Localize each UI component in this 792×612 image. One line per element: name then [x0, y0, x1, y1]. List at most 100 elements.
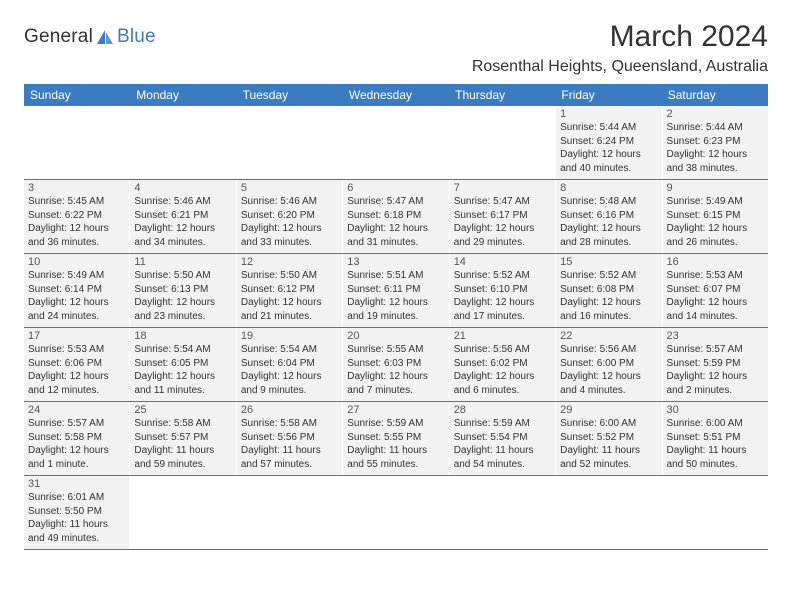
- sunset-text: Sunset: 5:56 PM: [241, 431, 338, 445]
- daylight-text: Daylight: 12 hours and 40 minutes.: [560, 148, 657, 175]
- sunrise-text: Sunrise: 5:58 AM: [241, 417, 338, 431]
- calendar-day: 6Sunrise: 5:47 AMSunset: 6:18 PMDaylight…: [343, 180, 449, 253]
- daylight-text: Daylight: 12 hours and 12 minutes.: [28, 370, 125, 397]
- daylight-text: Daylight: 12 hours and 29 minutes.: [454, 222, 551, 249]
- day-number: 6: [347, 182, 444, 194]
- day-number: 1: [560, 108, 657, 120]
- daylight-text: Daylight: 12 hours and 7 minutes.: [347, 370, 444, 397]
- sunset-text: Sunset: 6:02 PM: [454, 357, 551, 371]
- daylight-text: Daylight: 11 hours and 52 minutes.: [560, 444, 657, 471]
- sunrise-text: Sunrise: 5:46 AM: [134, 195, 231, 209]
- day-number: 10: [28, 256, 125, 268]
- weekday-label: Wednesday: [343, 84, 449, 106]
- calendar-day: 19Sunrise: 5:54 AMSunset: 6:04 PMDayligh…: [237, 328, 343, 401]
- sunset-text: Sunset: 6:21 PM: [134, 209, 231, 223]
- sunrise-text: Sunrise: 5:59 AM: [347, 417, 444, 431]
- sunset-text: Sunset: 6:00 PM: [560, 357, 657, 371]
- day-number: 3: [28, 182, 125, 194]
- day-number: 14: [454, 256, 551, 268]
- sunrise-text: Sunrise: 5:47 AM: [454, 195, 551, 209]
- daylight-text: Daylight: 12 hours and 26 minutes.: [667, 222, 764, 249]
- sunset-text: Sunset: 5:59 PM: [667, 357, 764, 371]
- daylight-text: Daylight: 12 hours and 2 minutes.: [667, 370, 764, 397]
- sunset-text: Sunset: 5:51 PM: [667, 431, 764, 445]
- calendar-day: 14Sunrise: 5:52 AMSunset: 6:10 PMDayligh…: [450, 254, 556, 327]
- sunrise-text: Sunrise: 5:44 AM: [667, 121, 764, 135]
- daylight-text: Daylight: 12 hours and 23 minutes.: [134, 296, 231, 323]
- sunset-text: Sunset: 6:07 PM: [667, 283, 764, 297]
- sunset-text: Sunset: 5:58 PM: [28, 431, 125, 445]
- calendar-day: [237, 476, 343, 549]
- sunset-text: Sunset: 6:23 PM: [667, 135, 764, 149]
- calendar-day: [237, 106, 343, 179]
- daylight-text: Daylight: 12 hours and 24 minutes.: [28, 296, 125, 323]
- sunset-text: Sunset: 6:14 PM: [28, 283, 125, 297]
- day-number: 19: [241, 330, 338, 342]
- calendar-day: [24, 106, 130, 179]
- sunrise-text: Sunrise: 6:00 AM: [560, 417, 657, 431]
- daylight-text: Daylight: 12 hours and 1 minute.: [28, 444, 125, 471]
- daylight-text: Daylight: 12 hours and 6 minutes.: [454, 370, 551, 397]
- logo-text-blue: Blue: [117, 26, 156, 48]
- calendar-week: 17Sunrise: 5:53 AMSunset: 6:06 PMDayligh…: [24, 328, 768, 402]
- sunrise-text: Sunrise: 5:56 AM: [560, 343, 657, 357]
- day-number: 31: [28, 478, 125, 490]
- calendar-week: 24Sunrise: 5:57 AMSunset: 5:58 PMDayligh…: [24, 402, 768, 476]
- calendar-day: 25Sunrise: 5:58 AMSunset: 5:57 PMDayligh…: [130, 402, 236, 475]
- weekday-label: Friday: [555, 84, 661, 106]
- calendar-day: 17Sunrise: 5:53 AMSunset: 6:06 PMDayligh…: [24, 328, 130, 401]
- sunset-text: Sunset: 6:20 PM: [241, 209, 338, 223]
- weekday-label: Saturday: [662, 84, 768, 106]
- sunset-text: Sunset: 6:15 PM: [667, 209, 764, 223]
- day-number: 11: [134, 256, 231, 268]
- sunset-text: Sunset: 6:04 PM: [241, 357, 338, 371]
- daylight-text: Daylight: 11 hours and 50 minutes.: [667, 444, 764, 471]
- sunrise-text: Sunrise: 5:51 AM: [347, 269, 444, 283]
- day-number: 5: [241, 182, 338, 194]
- day-number: 17: [28, 330, 125, 342]
- daylight-text: Daylight: 12 hours and 11 minutes.: [134, 370, 231, 397]
- sunset-text: Sunset: 6:11 PM: [347, 283, 444, 297]
- sunset-text: Sunset: 6:24 PM: [560, 135, 657, 149]
- day-number: 20: [347, 330, 444, 342]
- calendar-day: 15Sunrise: 5:52 AMSunset: 6:08 PMDayligh…: [556, 254, 662, 327]
- sunrise-text: Sunrise: 5:53 AM: [667, 269, 764, 283]
- sunrise-text: Sunrise: 5:45 AM: [28, 195, 125, 209]
- day-number: 18: [134, 330, 231, 342]
- day-number: 13: [347, 256, 444, 268]
- sunset-text: Sunset: 6:13 PM: [134, 283, 231, 297]
- calendar-week: 10Sunrise: 5:49 AMSunset: 6:14 PMDayligh…: [24, 254, 768, 328]
- day-number: 15: [560, 256, 657, 268]
- daylight-text: Daylight: 12 hours and 19 minutes.: [347, 296, 444, 323]
- day-number: 12: [241, 256, 338, 268]
- day-number: 22: [560, 330, 657, 342]
- daylight-text: Daylight: 12 hours and 9 minutes.: [241, 370, 338, 397]
- weekday-label: Sunday: [24, 84, 130, 106]
- sunrise-text: Sunrise: 5:54 AM: [134, 343, 231, 357]
- sunrise-text: Sunrise: 5:54 AM: [241, 343, 338, 357]
- day-number: 28: [454, 404, 551, 416]
- daylight-text: Daylight: 12 hours and 38 minutes.: [667, 148, 764, 175]
- day-number: 27: [347, 404, 444, 416]
- day-number: 25: [134, 404, 231, 416]
- sunrise-text: Sunrise: 5:59 AM: [454, 417, 551, 431]
- calendar-day: 2Sunrise: 5:44 AMSunset: 6:23 PMDaylight…: [663, 106, 768, 179]
- calendar-day: 26Sunrise: 5:58 AMSunset: 5:56 PMDayligh…: [237, 402, 343, 475]
- sunrise-text: Sunrise: 5:57 AM: [28, 417, 125, 431]
- day-number: 9: [667, 182, 764, 194]
- calendar-week: 1Sunrise: 5:44 AMSunset: 6:24 PMDaylight…: [24, 106, 768, 180]
- daylight-text: Daylight: 11 hours and 59 minutes.: [134, 444, 231, 471]
- sunrise-text: Sunrise: 5:49 AM: [667, 195, 764, 209]
- logo: General Blue: [24, 26, 156, 48]
- day-number: 26: [241, 404, 338, 416]
- weekday-label: Thursday: [449, 84, 555, 106]
- calendar-day: 11Sunrise: 5:50 AMSunset: 6:13 PMDayligh…: [130, 254, 236, 327]
- sunset-text: Sunset: 6:17 PM: [454, 209, 551, 223]
- calendar-day: 23Sunrise: 5:57 AMSunset: 5:59 PMDayligh…: [663, 328, 768, 401]
- sunset-text: Sunset: 5:55 PM: [347, 431, 444, 445]
- day-number: 23: [667, 330, 764, 342]
- daylight-text: Daylight: 11 hours and 57 minutes.: [241, 444, 338, 471]
- day-number: 7: [454, 182, 551, 194]
- calendar-day: 30Sunrise: 6:00 AMSunset: 5:51 PMDayligh…: [663, 402, 768, 475]
- calendar-day: 31Sunrise: 6:01 AMSunset: 5:50 PMDayligh…: [24, 476, 130, 549]
